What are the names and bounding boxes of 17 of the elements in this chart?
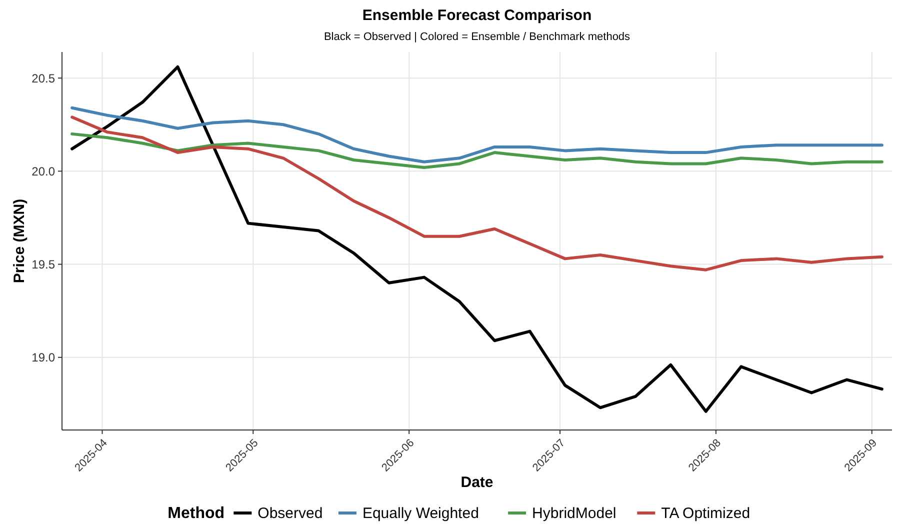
legend-label: Observed	[258, 505, 323, 522]
legend-title: Method	[168, 505, 225, 522]
y-tick-label: 19.5	[32, 257, 56, 272]
y-tick-label: 19.0	[32, 350, 56, 365]
line-series	[70, 65, 884, 413]
line-series	[70, 116, 884, 272]
legend-label: TA Optimized	[661, 505, 750, 522]
chart-subtitle: Black = Observed | Colored = Ensemble / Benchmark methods	[324, 31, 631, 43]
y-tick-label: 20.0	[32, 164, 56, 178]
y-axis-title: Price (MXN)	[11, 198, 28, 284]
legend-label: Equally Weighted	[362, 505, 479, 522]
chart-title: Ensemble Forecast Comparison	[362, 7, 592, 24]
y-tick-label: 20.5	[32, 71, 56, 86]
x-axis-title: Date	[460, 474, 494, 491]
legend-label: HybridModel	[532, 505, 616, 522]
line-series	[70, 106, 884, 164]
line-series	[70, 132, 884, 169]
